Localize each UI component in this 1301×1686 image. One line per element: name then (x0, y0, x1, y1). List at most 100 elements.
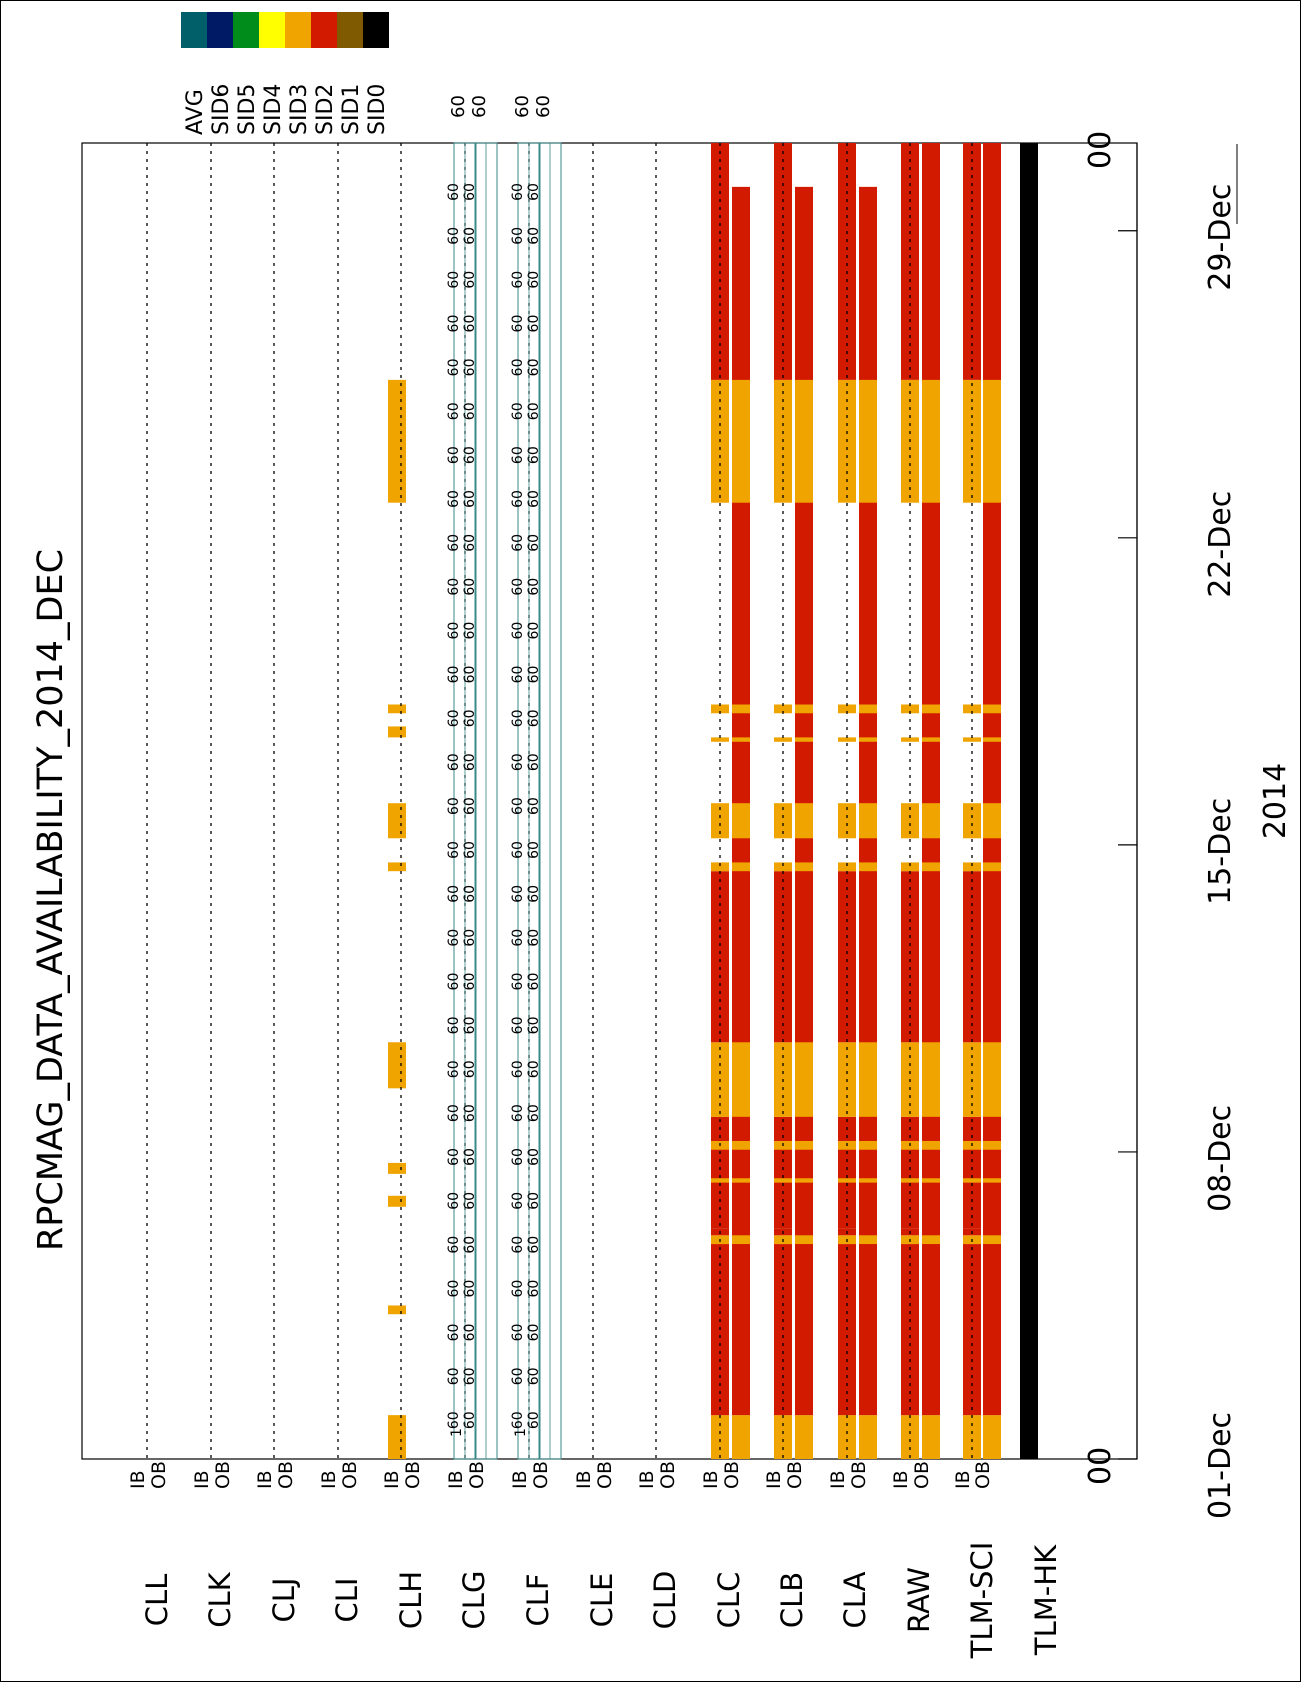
data-segment-sid3 (732, 704, 750, 714)
data-segment-sid3 (901, 1178, 919, 1183)
marker-text-60: 60 (510, 1236, 526, 1254)
marker-text-60: 60 (462, 359, 478, 377)
marker-text-60: 60 (462, 885, 478, 903)
data-segment-sid3 (859, 1235, 877, 1245)
data-segment-sid3 (901, 704, 919, 714)
legend-swatch-sid0 (363, 12, 389, 48)
ib-label: IB (827, 1470, 849, 1489)
marker-text-60: 60 (446, 490, 462, 508)
marker-text-60: 60 (526, 315, 542, 333)
legend-label-sid6: SID6 (209, 84, 234, 135)
data-segment-sid3 (388, 379, 406, 503)
marker-text-60: 60 (526, 359, 542, 377)
marker-text-60: 60 (526, 709, 542, 727)
marker-text-60: 60 (510, 709, 526, 727)
marker-text-60: 60 (526, 1367, 542, 1385)
marker-text-60: 60 (446, 1060, 462, 1078)
ib-label: IB (509, 1470, 531, 1489)
data-segment-sid2 (795, 186, 813, 1416)
legend-label-sid0: SID0 (365, 84, 390, 135)
data-segment-sid3 (983, 379, 1001, 503)
data-segment-sid3 (901, 862, 919, 872)
data-segment-sid2 (838, 143, 856, 380)
data-segment-sid2 (963, 871, 981, 1043)
marker-text-60: 60 (446, 446, 462, 464)
marker-text-60: 60 (510, 183, 526, 201)
row-label-raw: RAW (902, 1567, 936, 1633)
data-segment-sid2 (983, 143, 1001, 1416)
marker-text-60: 60 (462, 841, 478, 859)
data-segment-sid3 (732, 1178, 750, 1183)
data-segment-sid3 (859, 803, 877, 839)
data-segment-sid3 (859, 704, 877, 714)
marker-text-60: 60 (526, 885, 542, 903)
marker-text-60: 60 (510, 359, 526, 377)
marker-text-60: 60 (510, 929, 526, 947)
data-segment-sid3 (388, 1042, 406, 1089)
data-segment-sid3 (922, 704, 940, 714)
axis-tick-label: 01-Dec (1203, 1412, 1238, 1519)
marker-text-60: 60 (446, 183, 462, 201)
data-segment-sid2 (901, 1116, 919, 1229)
data-segment-sid3 (795, 1042, 813, 1117)
data-segment-sid2 (711, 143, 729, 380)
data-segment-sid3 (388, 726, 406, 738)
ob-label: OB (466, 1461, 488, 1489)
legend-swatch-sid5 (233, 12, 259, 48)
data-segment-sid3 (774, 704, 792, 714)
marker-text-60: 60 (462, 1367, 478, 1385)
data-segment-sid3 (732, 1140, 750, 1150)
data-segment-sid3 (983, 1415, 1001, 1459)
marker-text-60: 60 (526, 622, 542, 640)
legend-swatch-sid6 (207, 12, 233, 48)
marker-text-60: 60 (462, 578, 478, 596)
data-segment-sid3 (838, 1415, 856, 1459)
data-segment-sid2 (901, 143, 919, 380)
marker-text-60: 60 (446, 1367, 462, 1385)
row-label-cld: CLD (648, 1571, 682, 1630)
marker-text-60: 60 (510, 973, 526, 991)
ob-label: OB (530, 1461, 552, 1489)
data-segment-sid3 (774, 737, 792, 742)
ob-label: OB (721, 1461, 743, 1489)
marker-text-60: 60 (526, 1104, 542, 1122)
marker-text-60: 60 (526, 1411, 542, 1429)
marker-text-60: 60 (446, 359, 462, 377)
marker-text-60: 60 (526, 1060, 542, 1078)
data-segment-sid3 (963, 862, 981, 872)
data-segment-sid3 (983, 704, 1001, 714)
marker-text-60: 60 (446, 709, 462, 727)
marker-text-60: 60 (526, 271, 542, 289)
marker-text-60: 60 (510, 578, 526, 596)
data-segment-sid2 (838, 1116, 856, 1229)
data-segment-sid2 (901, 871, 919, 1043)
data-segment-sid3 (388, 1195, 406, 1207)
marker-text-60: 60 (510, 271, 526, 289)
data-segment-sid3 (732, 737, 750, 742)
legend-label-sid2: SID2 (313, 84, 338, 135)
legend-label-sid3: SID3 (287, 84, 312, 135)
marker-text-60: 60 (446, 315, 462, 333)
marker-text-60: 60 (462, 490, 478, 508)
marker-text-60: 60 (526, 227, 542, 245)
data-segment-sid3 (963, 1178, 981, 1183)
marker-text-60: 60 (510, 402, 526, 420)
data-segment-sid3 (922, 737, 940, 742)
data-segment-sid3 (774, 1415, 792, 1459)
marker-text-60: 60 (510, 1017, 526, 1035)
legend-swatch-avg (181, 12, 207, 48)
chart-title: RPCMAG_DATA_AVAILABILITY_2014_DEC (31, 549, 71, 1251)
marker-text-60: 60 (462, 622, 478, 640)
marker-text-60: 60 (446, 797, 462, 815)
data-tracks (388, 143, 1038, 1459)
data-segment-sid3 (711, 737, 729, 742)
data-segment-sid3 (983, 1235, 1001, 1245)
marker-text-60: 60 (510, 797, 526, 815)
data-segment-sid3 (859, 379, 877, 503)
marker-text-60: 60 (446, 1236, 462, 1254)
ib-label: IB (890, 1470, 912, 1489)
marker-text-60: 60 (462, 183, 478, 201)
marker-text-60: 60 (462, 666, 478, 684)
data-segment-sid3 (795, 1140, 813, 1150)
marker-text-60: 60 (526, 797, 542, 815)
